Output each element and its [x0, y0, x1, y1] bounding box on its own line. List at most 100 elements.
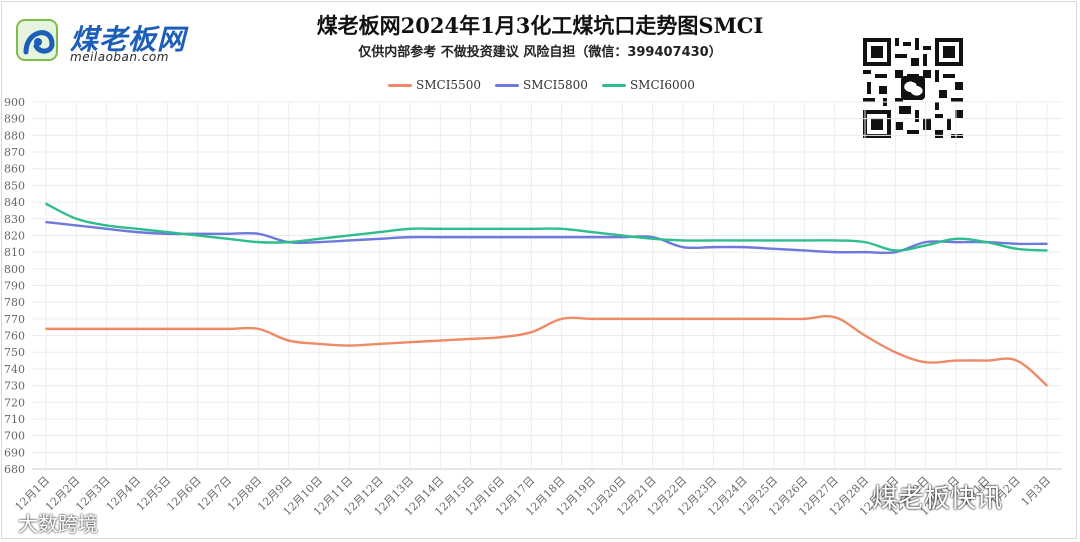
y-tick-label: 720	[4, 396, 25, 409]
data-point-smci5800	[105, 227, 108, 230]
data-point-smci5800	[499, 235, 503, 239]
data-point-smci6000	[863, 240, 867, 244]
data-point-smci5500	[166, 327, 169, 331]
chart-subtitle: 仅供内部参考 不做投资建议 风险自担（微信：399407430）	[358, 45, 722, 60]
data-point-smci5800	[560, 235, 563, 239]
y-tick-label: 740	[4, 363, 25, 376]
data-point-smci5800	[1045, 242, 1049, 245]
data-point-smci5500	[590, 317, 594, 321]
data-point-smci5500	[226, 327, 230, 331]
y-tick-label: 850	[4, 179, 25, 192]
data-point-smci5800	[439, 235, 442, 239]
data-point-smci6000	[560, 227, 563, 230]
data-point-smci5500	[287, 339, 290, 342]
wechat-qr-code-icon	[863, 38, 963, 138]
data-point-smci5500	[924, 361, 927, 364]
data-point-smci5500	[954, 359, 958, 362]
data-point-smci5500	[712, 317, 715, 321]
data-point-smci5500	[803, 317, 806, 321]
data-point-smci6000	[378, 230, 381, 234]
series-line-smci5800	[45, 220, 1048, 255]
y-tick-label: 820	[4, 229, 25, 242]
legend-swatch-smci5500	[388, 83, 412, 87]
data-point-smci5500	[378, 342, 381, 346]
data-point-smci5500	[317, 342, 321, 346]
data-point-smci6000	[287, 240, 290, 244]
data-point-smci6000	[530, 227, 533, 230]
data-point-smci5500	[196, 327, 199, 331]
data-point-smci6000	[75, 217, 78, 220]
data-point-smci5500	[135, 327, 139, 331]
data-point-smci5800	[408, 235, 412, 239]
data-point-smci5800	[348, 239, 351, 242]
y-tick-label: 830	[4, 213, 25, 226]
data-point-smci5500	[469, 337, 472, 341]
data-point-smci5500	[105, 327, 108, 331]
data-point-smci5500	[408, 341, 412, 344]
brand-logo: 煤老板网 meilaoban.com	[14, 16, 234, 64]
y-tick-label: 690	[4, 446, 25, 459]
data-point-smci6000	[469, 227, 472, 230]
data-point-smci5800	[924, 240, 927, 244]
data-point-smci5800	[317, 240, 321, 244]
data-point-smci6000	[651, 237, 654, 240]
data-point-smci5500	[742, 317, 745, 321]
y-tick-label: 730	[4, 380, 25, 393]
data-point-smci5800	[833, 250, 836, 254]
y-tick-label: 870	[4, 146, 25, 159]
logo-text: 煤老板网	[70, 23, 187, 56]
data-point-smci6000	[742, 239, 745, 242]
data-point-smci6000	[196, 234, 199, 237]
data-point-smci5800	[1015, 242, 1018, 245]
series-line-smci5500	[46, 314, 1048, 387]
data-point-smci6000	[1015, 247, 1018, 250]
data-point-smci5500	[833, 315, 836, 319]
chart-title: 煤老板网2024年1月3化工煤坑口走势图SMCI	[316, 13, 764, 38]
data-point-smci5800	[954, 240, 958, 244]
y-tick-label: 800	[4, 263, 25, 276]
y-tick-label: 760	[4, 330, 25, 343]
watermark-source: 大数跨境	[18, 512, 98, 536]
data-point-smci5500	[863, 334, 867, 337]
data-point-smci5500	[439, 339, 442, 342]
legend-item-smci5500[interactable]: SMCI5500	[388, 77, 481, 93]
data-point-smci5500	[75, 327, 78, 331]
data-point-smci5800	[681, 245, 685, 249]
data-point-smci5500	[257, 327, 260, 331]
legend-swatch-smci6000	[601, 83, 626, 87]
data-point-smci5800	[135, 230, 139, 234]
data-point-smci6000	[954, 237, 958, 240]
data-point-smci5800	[44, 220, 48, 224]
logo-url: meilaoban.com	[70, 50, 169, 64]
data-point-smci6000	[226, 237, 230, 240]
y-tick-label: 700	[4, 430, 25, 443]
data-point-smci5800	[590, 235, 594, 239]
data-point-smci6000	[681, 239, 685, 242]
data-point-smci5500	[681, 317, 685, 321]
data-point-smci5500	[499, 336, 503, 339]
y-tick-label: 860	[4, 163, 25, 176]
y-tick-label: 790	[4, 280, 25, 293]
data-point-smci6000	[135, 227, 139, 230]
y-tick-label: 840	[4, 196, 25, 209]
legend-label-smci5500: SMCI5500	[416, 78, 481, 92]
data-point-smci5800	[863, 250, 867, 254]
chart-legend: SMCI5500 SMCI5800 SMCI6000	[388, 77, 695, 93]
data-point-smci6000	[803, 239, 806, 242]
data-point-smci5500	[985, 359, 988, 362]
data-point-smci6000	[894, 249, 897, 252]
logo-mark-icon	[16, 19, 58, 61]
data-point-smci5500	[651, 317, 654, 321]
data-point-smci5800	[772, 247, 776, 250]
watermark-brand: 煤老板快讯	[872, 484, 1003, 514]
data-point-smci5800	[257, 232, 260, 235]
data-point-smci6000	[44, 202, 48, 205]
data-point-smci5500	[348, 344, 351, 347]
legend-item-smci6000[interactable]: SMCI6000	[601, 77, 695, 93]
data-point-smci5500	[44, 327, 48, 331]
legend-item-smci5800[interactable]: SMCI5800	[494, 77, 588, 93]
y-tick-label: 680	[4, 463, 25, 476]
data-point-smci6000	[833, 239, 836, 242]
